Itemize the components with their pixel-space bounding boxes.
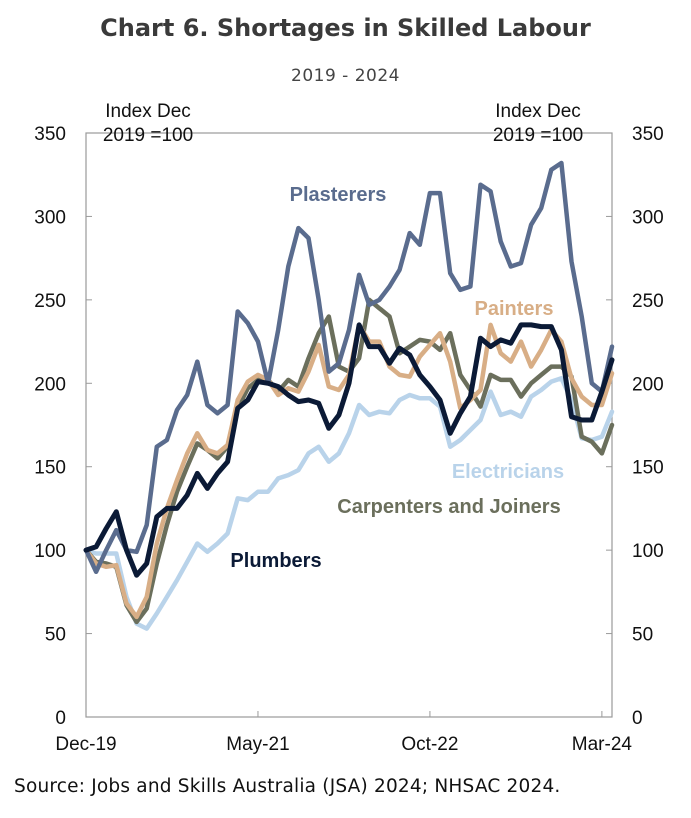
chart-series-labels: Plasterers Painters Electricians Carpenters… [230,184,564,572]
series-label-carpenters-and-joiners: Carpenters and Joiners [337,496,560,518]
series-line-electricians [83,376,615,631]
y-axis-label-right: Index Dec [495,101,581,122]
y-tick-label-right: 350 [632,124,664,145]
y-tick-label-left: 250 [34,291,66,312]
y-tick-label-left: 0 [55,708,66,729]
y-tick-label-left: 300 [34,207,66,228]
x-tick-label: May-21 [226,734,289,755]
y-tick-label-right: 50 [632,625,653,646]
y-tick-label-left: 350 [34,124,66,145]
y-tick-label-right: 300 [632,207,664,228]
x-tick-label: Mar-24 [572,734,633,755]
y-axis-label-left: 2019 =100 [103,125,193,146]
y-tick-label-left: 50 [45,625,66,646]
y-tick-label-right: 250 [632,291,664,312]
y-tick-label-right: 200 [632,374,664,395]
series-label-electricians: Electricians [452,461,564,483]
y-tick-label-right: 150 [632,458,664,479]
y-tick-label-left: 150 [34,458,66,479]
y-tick-label-right: 100 [632,541,664,562]
source-note: Source: Jobs and Skills Australia (JSA) … [14,776,561,797]
chart-subtitle: 2019 - 2024 [291,66,400,86]
series-label-plumbers: Plumbers [230,550,321,572]
chart-title: Chart 6. Shortages in Skilled Labour [100,14,591,42]
y-tick-label-right: 0 [632,708,643,729]
series-line-plumbers [83,322,615,578]
x-tick-label: Oct-22 [401,734,458,755]
series-label-plasterers: Plasterers [290,184,387,206]
y-axis-label-right: 2019 =100 [493,125,583,146]
series-line-plasterers [83,160,615,575]
line-chart: 0 0 50 50 100 100 150 150 200 200 250 250 300 300 350 3… [34,101,664,755]
y-tick-label-left: 100 [34,541,66,562]
y-axis-label-left: Index Dec [105,101,191,122]
x-tick-label: Dec-19 [55,734,116,755]
y-tick-label-left: 200 [34,374,66,395]
series-label-painters: Painters [475,298,554,320]
chart-series [83,160,615,631]
